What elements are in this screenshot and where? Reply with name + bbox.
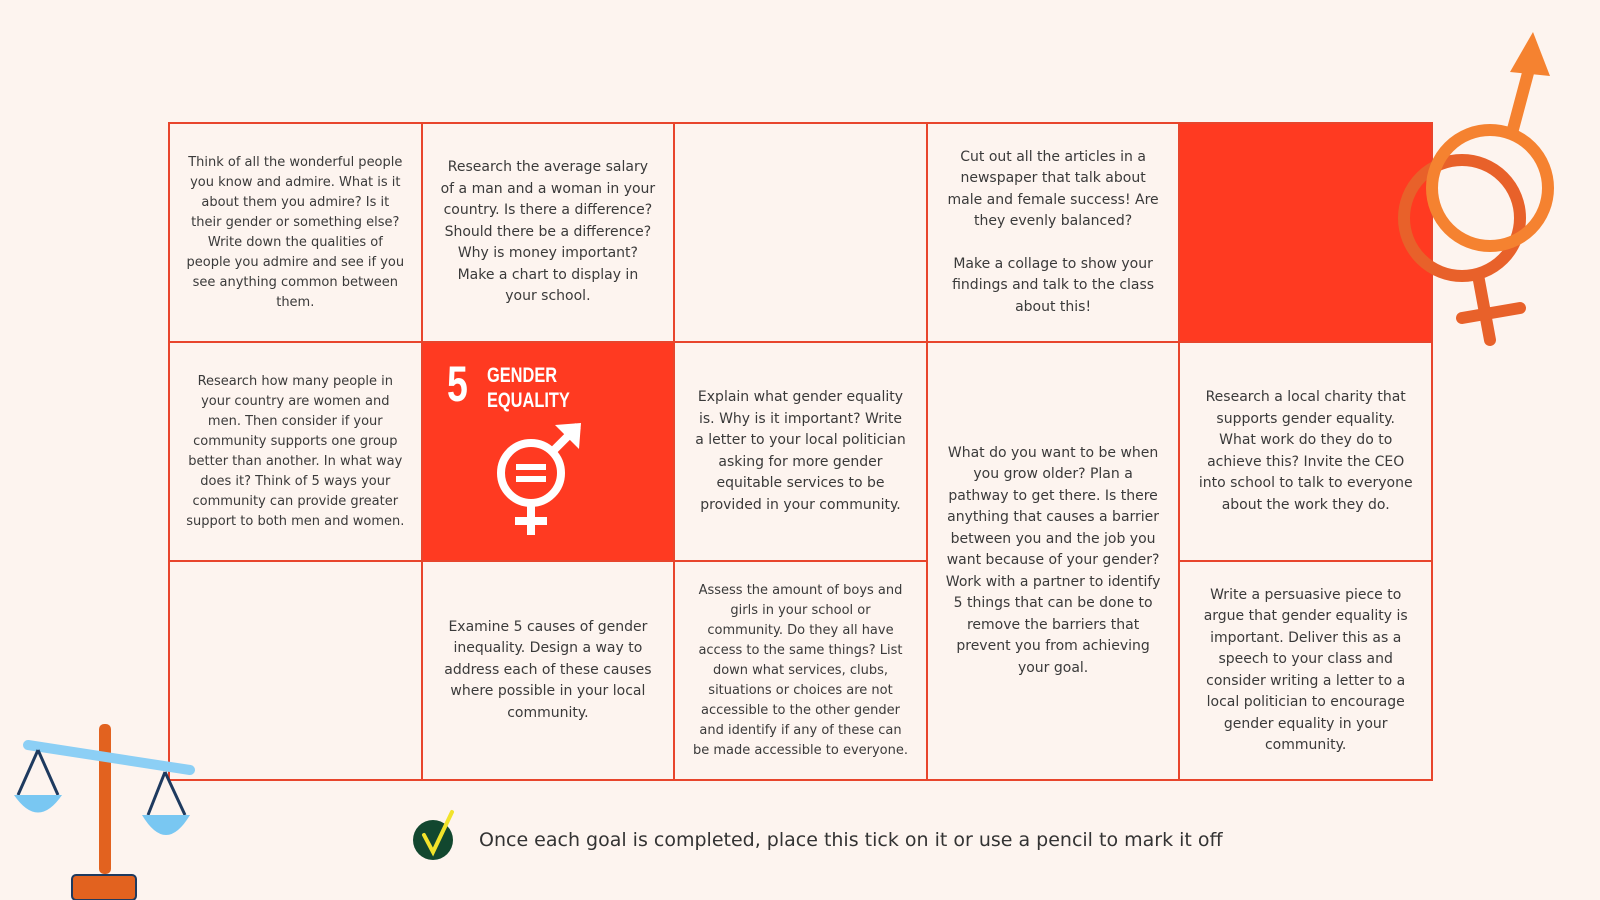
- cell-text: Write a persuasive piece to argue that g…: [1203, 586, 1408, 754]
- activity-cell: Research a local charity that supports g…: [1180, 343, 1431, 560]
- activity-cell: Cut out all the articles in a newspaper …: [927, 124, 1179, 341]
- footer-note: Once each goal is completed, place this …: [479, 829, 1223, 851]
- activity-cell: Research the average salary of a man and…: [422, 124, 674, 341]
- empty-cell: [675, 124, 926, 341]
- cell-text: Research how many people in your country…: [186, 373, 405, 529]
- activity-cell: Explain what gender equality is. Why is …: [675, 343, 926, 560]
- scales: [14, 724, 195, 900]
- cell-text: Explain what gender equality is. Why is …: [695, 389, 906, 513]
- cell-text: Think of all the wonderful people you kn…: [186, 154, 405, 310]
- cell-text: Cut out all the articles in a newspaper …: [947, 148, 1159, 230]
- tick-icon: [413, 810, 454, 860]
- activity-cell: Assess the amount of boys and girls in y…: [675, 562, 926, 779]
- red-cell: [1180, 124, 1431, 341]
- cell-text: Assess the amount of boys and girls in y…: [692, 582, 909, 758]
- gender-icon: [496, 423, 581, 535]
- cell-text: What do you want to be when you grow old…: [945, 444, 1161, 676]
- cell-text: Examine 5 causes of gender inequality. D…: [444, 618, 652, 721]
- sdg-title: GENDER EQUALITY: [487, 363, 570, 413]
- sdg-title-line: GENDER: [486, 364, 557, 387]
- activity-cell: Think of all the wonderful people you kn…: [170, 124, 421, 341]
- activity-grid: Think of all the wonderful people you kn…: [168, 122, 1433, 781]
- cell-text: Make a collage to show your findings and…: [952, 255, 1155, 315]
- activity-cell: Research how many people in your country…: [170, 343, 421, 560]
- sdg-logo: 5 GENDER EQUALITY: [422, 343, 674, 560]
- activity-cell: What do you want to be when you grow old…: [927, 343, 1179, 779]
- empty-cell: [170, 562, 421, 779]
- activity-cell: Examine 5 causes of gender inequality. D…: [422, 562, 674, 779]
- sdg-title-line: EQUALITY: [486, 389, 570, 412]
- activity-cell: Write a persuasive piece to argue that g…: [1180, 562, 1431, 779]
- cell-text: Research the average salary of a man and…: [440, 159, 656, 305]
- sdg-number: 5: [446, 356, 468, 412]
- cell-text: Research a local charity that supports g…: [1198, 389, 1413, 513]
